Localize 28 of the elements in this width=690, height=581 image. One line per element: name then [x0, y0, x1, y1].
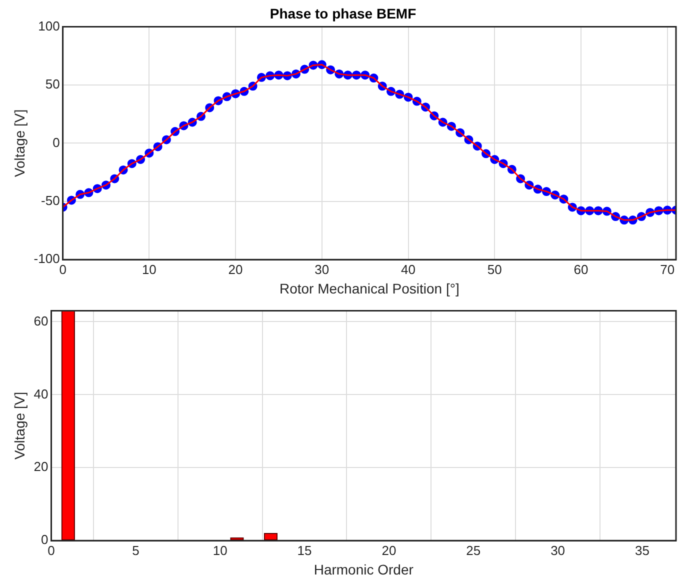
x-axis-title: Rotor Mechanical Position [°] — [279, 280, 460, 296]
x-tick-label: 20 — [228, 262, 243, 277]
y-tick-label: 60 — [34, 313, 48, 328]
x-tick-label: 5 — [132, 542, 140, 558]
y-tick-label: -100 — [34, 251, 60, 266]
x-tick-label: 60 — [574, 262, 588, 277]
x-tick-label: 40 — [401, 262, 416, 277]
x-tick-label: 50 — [487, 262, 502, 277]
y-axis-title: Voltage [V] — [11, 109, 28, 178]
x-tick-label: 70 — [660, 262, 675, 277]
y-tick-label: 0 — [41, 532, 48, 548]
x-axis-title: Harmonic Order — [314, 561, 414, 578]
x-tick-label: 25 — [466, 542, 481, 558]
y-tick-label: 100 — [38, 18, 60, 34]
y-tick-label: 20 — [34, 459, 48, 474]
y-tick-label: -50 — [41, 192, 60, 208]
x-tick-label: 35 — [634, 542, 650, 558]
y-tick-label: 50 — [45, 76, 60, 92]
x-tick-label: 10 — [212, 542, 228, 558]
x-tick-label: 15 — [297, 542, 312, 558]
y-axis-title: Voltage [V] — [11, 392, 28, 460]
y-tick-label: 0 — [52, 134, 60, 150]
x-tick-label: 20 — [382, 542, 396, 558]
chart-title: Phase to phase BEMF — [270, 5, 417, 22]
x-tick-label: 10 — [142, 262, 156, 277]
x-tick-label: 30 — [550, 542, 566, 558]
x-tick-label: 30 — [314, 262, 330, 277]
y-tick-label: 40 — [34, 386, 48, 402]
